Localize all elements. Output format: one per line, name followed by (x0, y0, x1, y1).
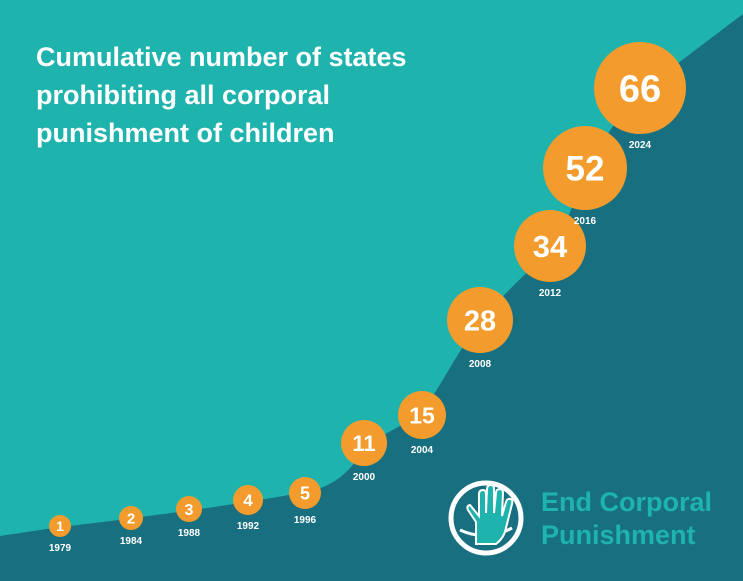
data-point-1988: 3 1988 (176, 496, 202, 539)
cumulative-area (0, 14, 743, 581)
value-bubble (543, 126, 627, 210)
data-point-2016: 52 2016 (543, 126, 627, 227)
value-label: 52 (566, 150, 605, 189)
brand-name: End Corporal Punishment (541, 486, 712, 552)
year-label: 2004 (411, 445, 434, 456)
title-line-2: prohibiting all corporal (36, 80, 331, 110)
value-label: 3 (185, 502, 194, 519)
value-label: 28 (464, 305, 496, 337)
data-marks: 1197921984319884199251996112000152004282… (49, 42, 686, 554)
brand-logo-block: End Corporal Punishment (446, 478, 736, 558)
value-label: 4 (243, 491, 253, 510)
title-line-1: Cumulative number of states (36, 42, 407, 72)
data-point-1992: 4 1992 (233, 485, 263, 532)
value-label: 2 (127, 510, 135, 527)
value-label: 5 (300, 483, 310, 503)
year-label: 2012 (539, 288, 562, 299)
value-label: 1 (56, 518, 64, 534)
year-label: 1984 (120, 536, 143, 547)
value-bubble (176, 496, 202, 522)
value-label: 34 (533, 229, 568, 264)
value-label: 15 (409, 402, 435, 428)
year-label: 1988 (178, 528, 201, 539)
brand-line-1: End Corporal (541, 487, 713, 517)
value-bubble (289, 477, 321, 509)
value-bubble (119, 506, 143, 530)
year-label: 2008 (469, 359, 492, 370)
value-bubble (49, 515, 71, 537)
value-bubble (341, 420, 387, 466)
data-point-1996: 5 1996 (289, 477, 321, 526)
brand-line-2: Punishment (541, 520, 696, 550)
data-point-1984: 2 1984 (119, 506, 143, 547)
data-point-2004: 15 2004 (398, 391, 446, 456)
year-label: 1996 (294, 515, 317, 526)
open-hand-globe-icon (448, 480, 524, 556)
value-bubble (594, 42, 686, 134)
value-bubble (233, 485, 263, 515)
year-label: 1992 (237, 521, 260, 532)
chart-title: Cumulative number of states prohibiting … (36, 38, 506, 152)
title-line-3: punishment of children (36, 118, 335, 148)
year-label: 2024 (629, 140, 652, 151)
value-bubble (398, 391, 446, 439)
value-bubble (514, 210, 586, 282)
value-bubble (447, 287, 513, 353)
year-label: 2000 (353, 472, 376, 483)
year-label: 1979 (49, 543, 72, 554)
data-point-1979: 1 1979 (49, 515, 72, 554)
value-label: 66 (619, 69, 661, 111)
data-point-2024: 66 2024 (594, 42, 686, 151)
year-label: 2016 (574, 216, 597, 227)
value-label: 11 (352, 431, 375, 456)
data-point-2012: 34 2012 (514, 210, 586, 299)
data-point-2000: 11 2000 (341, 420, 387, 483)
data-point-2008: 28 2008 (447, 287, 513, 370)
